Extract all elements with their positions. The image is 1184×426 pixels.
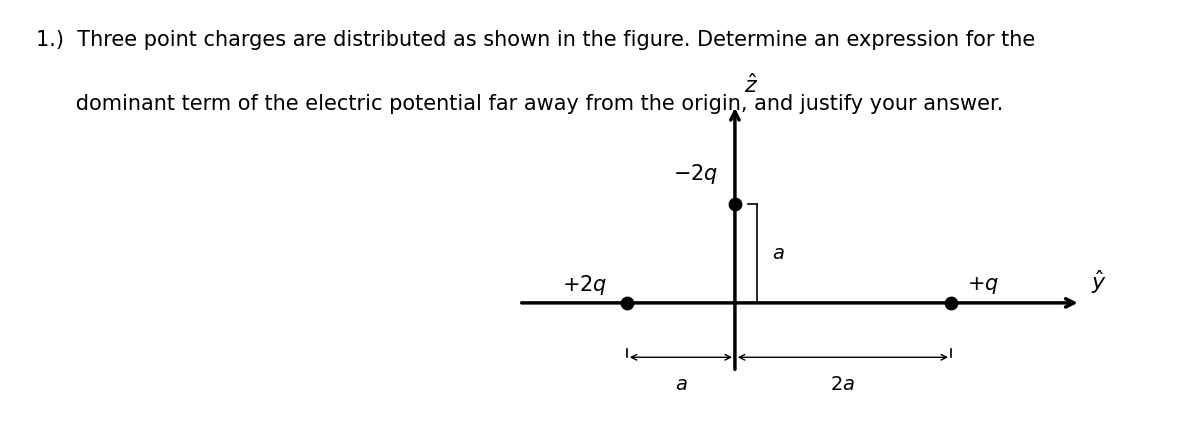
Text: $-2q$: $-2q$: [674, 162, 719, 186]
Text: $a$: $a$: [675, 375, 687, 394]
Text: $\hat{y}$: $\hat{y}$: [1092, 268, 1107, 296]
Point: [617, 299, 636, 306]
Text: $2a$: $2a$: [830, 375, 856, 394]
Text: 1.)  Three point charges are distributed as shown in the figure. Determine an ex: 1.) Three point charges are distributed …: [36, 30, 1035, 50]
Point: [941, 299, 960, 306]
Text: $a$: $a$: [772, 244, 784, 263]
Text: $+q$: $+q$: [967, 275, 999, 296]
Text: dominant term of the electric potential far away from the origin, and justify yo: dominant term of the electric potential …: [36, 94, 1003, 114]
Point: [726, 201, 745, 207]
Text: $+2q$: $+2q$: [562, 273, 607, 297]
Text: $\hat{z}$: $\hat{z}$: [744, 73, 758, 97]
